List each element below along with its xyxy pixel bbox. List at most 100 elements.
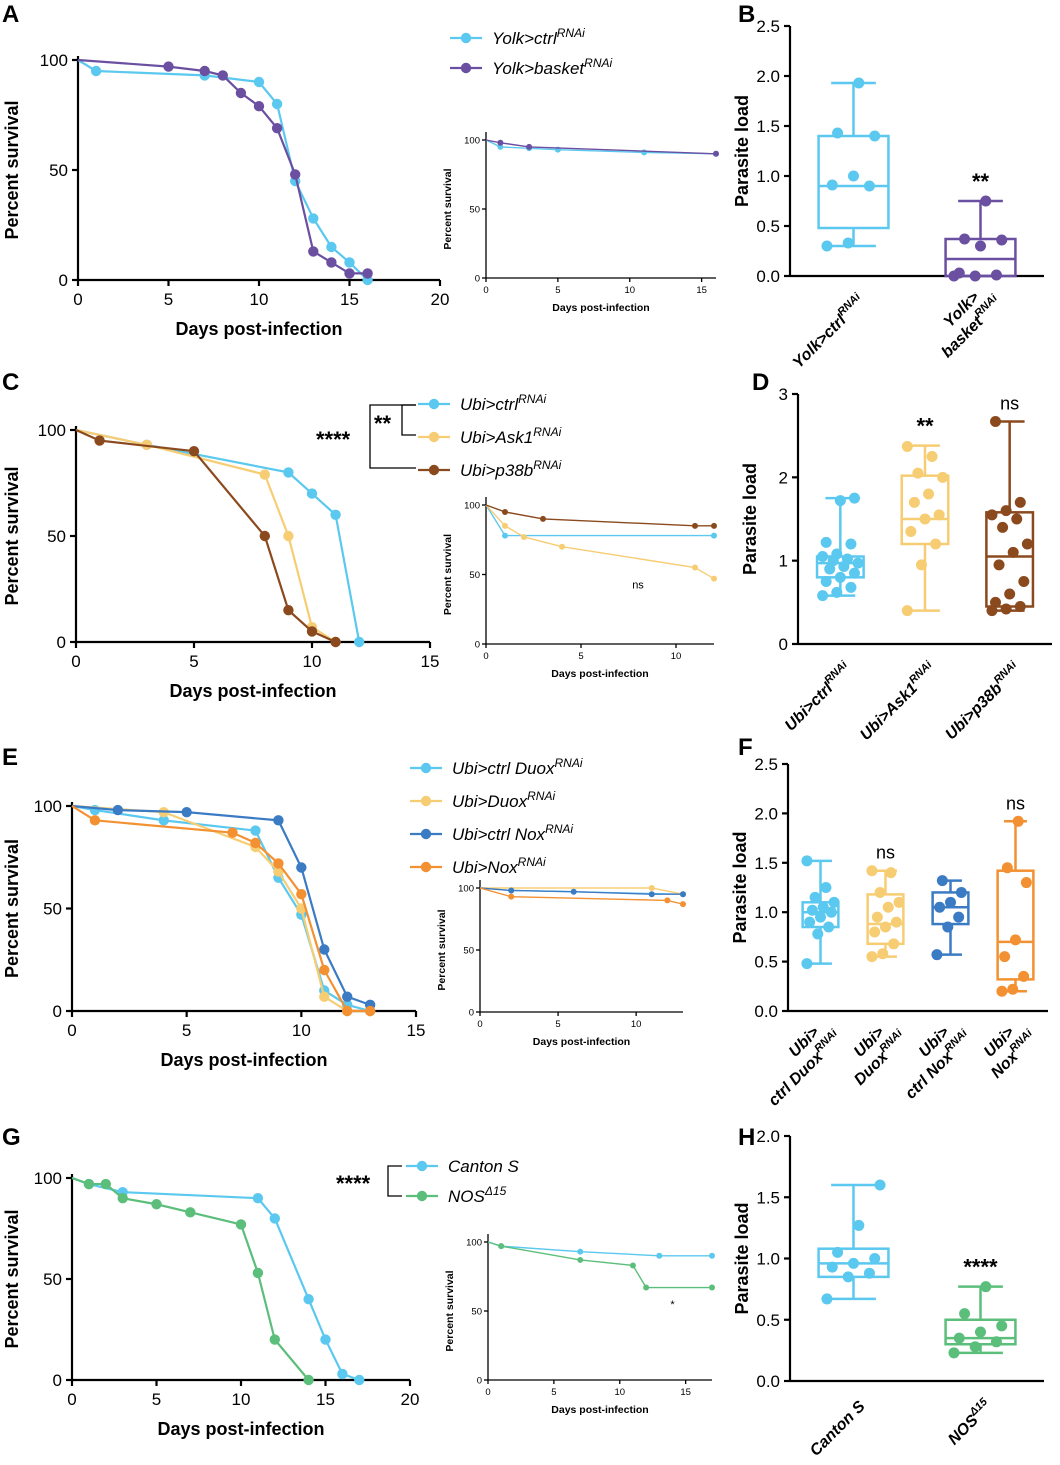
data-point bbox=[901, 441, 913, 452]
inset-y-tick-label: 100 bbox=[464, 136, 480, 147]
data-point bbox=[831, 548, 843, 560]
inset-data-point bbox=[577, 1248, 584, 1255]
data-point bbox=[235, 87, 247, 99]
inset-data-point bbox=[692, 522, 698, 529]
data-point bbox=[812, 928, 824, 940]
inset-data-point bbox=[680, 901, 686, 908]
data-point bbox=[986, 605, 998, 617]
significance-label: ** bbox=[972, 169, 990, 194]
data-point bbox=[999, 951, 1011, 963]
data-point bbox=[980, 1281, 992, 1293]
data-point bbox=[815, 911, 826, 923]
y-tick-label: 100 bbox=[34, 797, 62, 816]
data-point bbox=[326, 257, 337, 268]
y-tick-label: 0 bbox=[53, 1002, 62, 1021]
panel-letter-a: A bbox=[2, 1, 19, 28]
y-tick-label: 0.5 bbox=[756, 217, 780, 236]
panel-letter-g: G bbox=[2, 1124, 21, 1151]
data-point bbox=[959, 233, 971, 245]
data-point bbox=[296, 888, 307, 900]
inset-data-point bbox=[497, 143, 504, 150]
data-point bbox=[948, 1347, 960, 1359]
inset-x-tick-label: 15 bbox=[696, 285, 707, 296]
inset-y-tick-label: 50 bbox=[469, 205, 480, 216]
legend-marker bbox=[460, 32, 472, 44]
data-point bbox=[908, 496, 920, 508]
legend-label: Ubi>Ask1RNAi bbox=[460, 425, 562, 447]
legend-label: Canton S bbox=[448, 1157, 520, 1176]
data-point bbox=[853, 1219, 865, 1231]
box-iqr bbox=[866, 893, 905, 946]
data-point bbox=[942, 921, 954, 933]
y-tick-label: 2.5 bbox=[756, 17, 780, 36]
significance-label: ns bbox=[876, 843, 895, 863]
x-axis-label: Days post-infection bbox=[157, 1419, 324, 1439]
data-point bbox=[996, 1320, 1008, 1332]
legend-label: Ubi>p38bRNAi bbox=[460, 458, 562, 480]
inset-x-axis-label: Days post-infection bbox=[551, 1404, 648, 1416]
data-point bbox=[912, 467, 924, 479]
inset-y-tick-label: 0 bbox=[469, 1008, 474, 1019]
data-point bbox=[866, 951, 878, 963]
y-axis-label: Percent survival bbox=[2, 839, 22, 978]
data-point bbox=[848, 567, 860, 579]
panel-letter-e: E bbox=[2, 744, 18, 771]
data-point bbox=[252, 1193, 264, 1204]
box-iqr bbox=[944, 1318, 1017, 1346]
data-point bbox=[975, 240, 986, 252]
legend-label: Yolk>basketRNAi bbox=[492, 56, 612, 78]
data-point bbox=[888, 938, 900, 950]
data-point bbox=[296, 862, 307, 873]
data-point bbox=[319, 944, 330, 955]
data-point bbox=[953, 1332, 965, 1344]
panel-letter-d: D bbox=[752, 369, 769, 396]
inset-y-tick-label: 100 bbox=[458, 884, 474, 895]
x-tick-label: 15 bbox=[421, 652, 440, 671]
data-point bbox=[354, 636, 365, 648]
inset-x-tick-label: 5 bbox=[555, 1019, 560, 1030]
data-point bbox=[273, 858, 284, 869]
data-point bbox=[915, 559, 927, 571]
data-point bbox=[1007, 546, 1019, 558]
legend-marker bbox=[416, 1190, 428, 1202]
box-iqr bbox=[817, 134, 890, 230]
data-point bbox=[809, 891, 821, 903]
bracket-c: **** ** bbox=[316, 404, 416, 469]
inset-y-tick-label: 100 bbox=[464, 501, 480, 512]
data-point bbox=[821, 1293, 833, 1305]
data-point bbox=[930, 538, 942, 550]
data-point bbox=[817, 590, 829, 602]
y-tick-label: 1.0 bbox=[756, 167, 780, 186]
x-tick-label: 0 bbox=[67, 1390, 76, 1409]
data-point bbox=[83, 1178, 95, 1190]
significance-label: **** bbox=[963, 1255, 998, 1280]
data-point bbox=[934, 901, 946, 913]
data-point bbox=[259, 469, 270, 480]
inset-data-point bbox=[641, 149, 648, 156]
y-tick-label: 1 bbox=[779, 552, 788, 571]
y-tick-label: 0 bbox=[59, 271, 68, 290]
x-tick-label: 5 bbox=[189, 652, 198, 671]
inset-y-tick-label: 100 bbox=[466, 1238, 482, 1249]
data-point bbox=[969, 1341, 981, 1353]
y-tick-label: 2.0 bbox=[754, 804, 778, 823]
inset-y-axis-label: Percent survival bbox=[444, 1270, 456, 1351]
data-point bbox=[1010, 934, 1021, 946]
series-line-0 bbox=[77, 59, 369, 281]
inset-y-axis-label: Percent survival bbox=[436, 909, 448, 990]
data-point bbox=[271, 123, 283, 134]
data-point bbox=[880, 921, 891, 933]
y-tick-label: 50 bbox=[47, 527, 66, 546]
box-iqr bbox=[996, 869, 1035, 981]
data-point bbox=[117, 1193, 128, 1204]
inset-x-tick-label: 10 bbox=[624, 285, 635, 296]
legend-label: Ubi>NoxRNAi bbox=[452, 855, 546, 877]
inset-x-tick-label: 10 bbox=[631, 1019, 642, 1030]
data-point bbox=[945, 896, 956, 908]
significance-c-outer: **** bbox=[316, 427, 351, 452]
data-point bbox=[320, 1334, 331, 1345]
y-tick-label: 0 bbox=[53, 1371, 62, 1390]
